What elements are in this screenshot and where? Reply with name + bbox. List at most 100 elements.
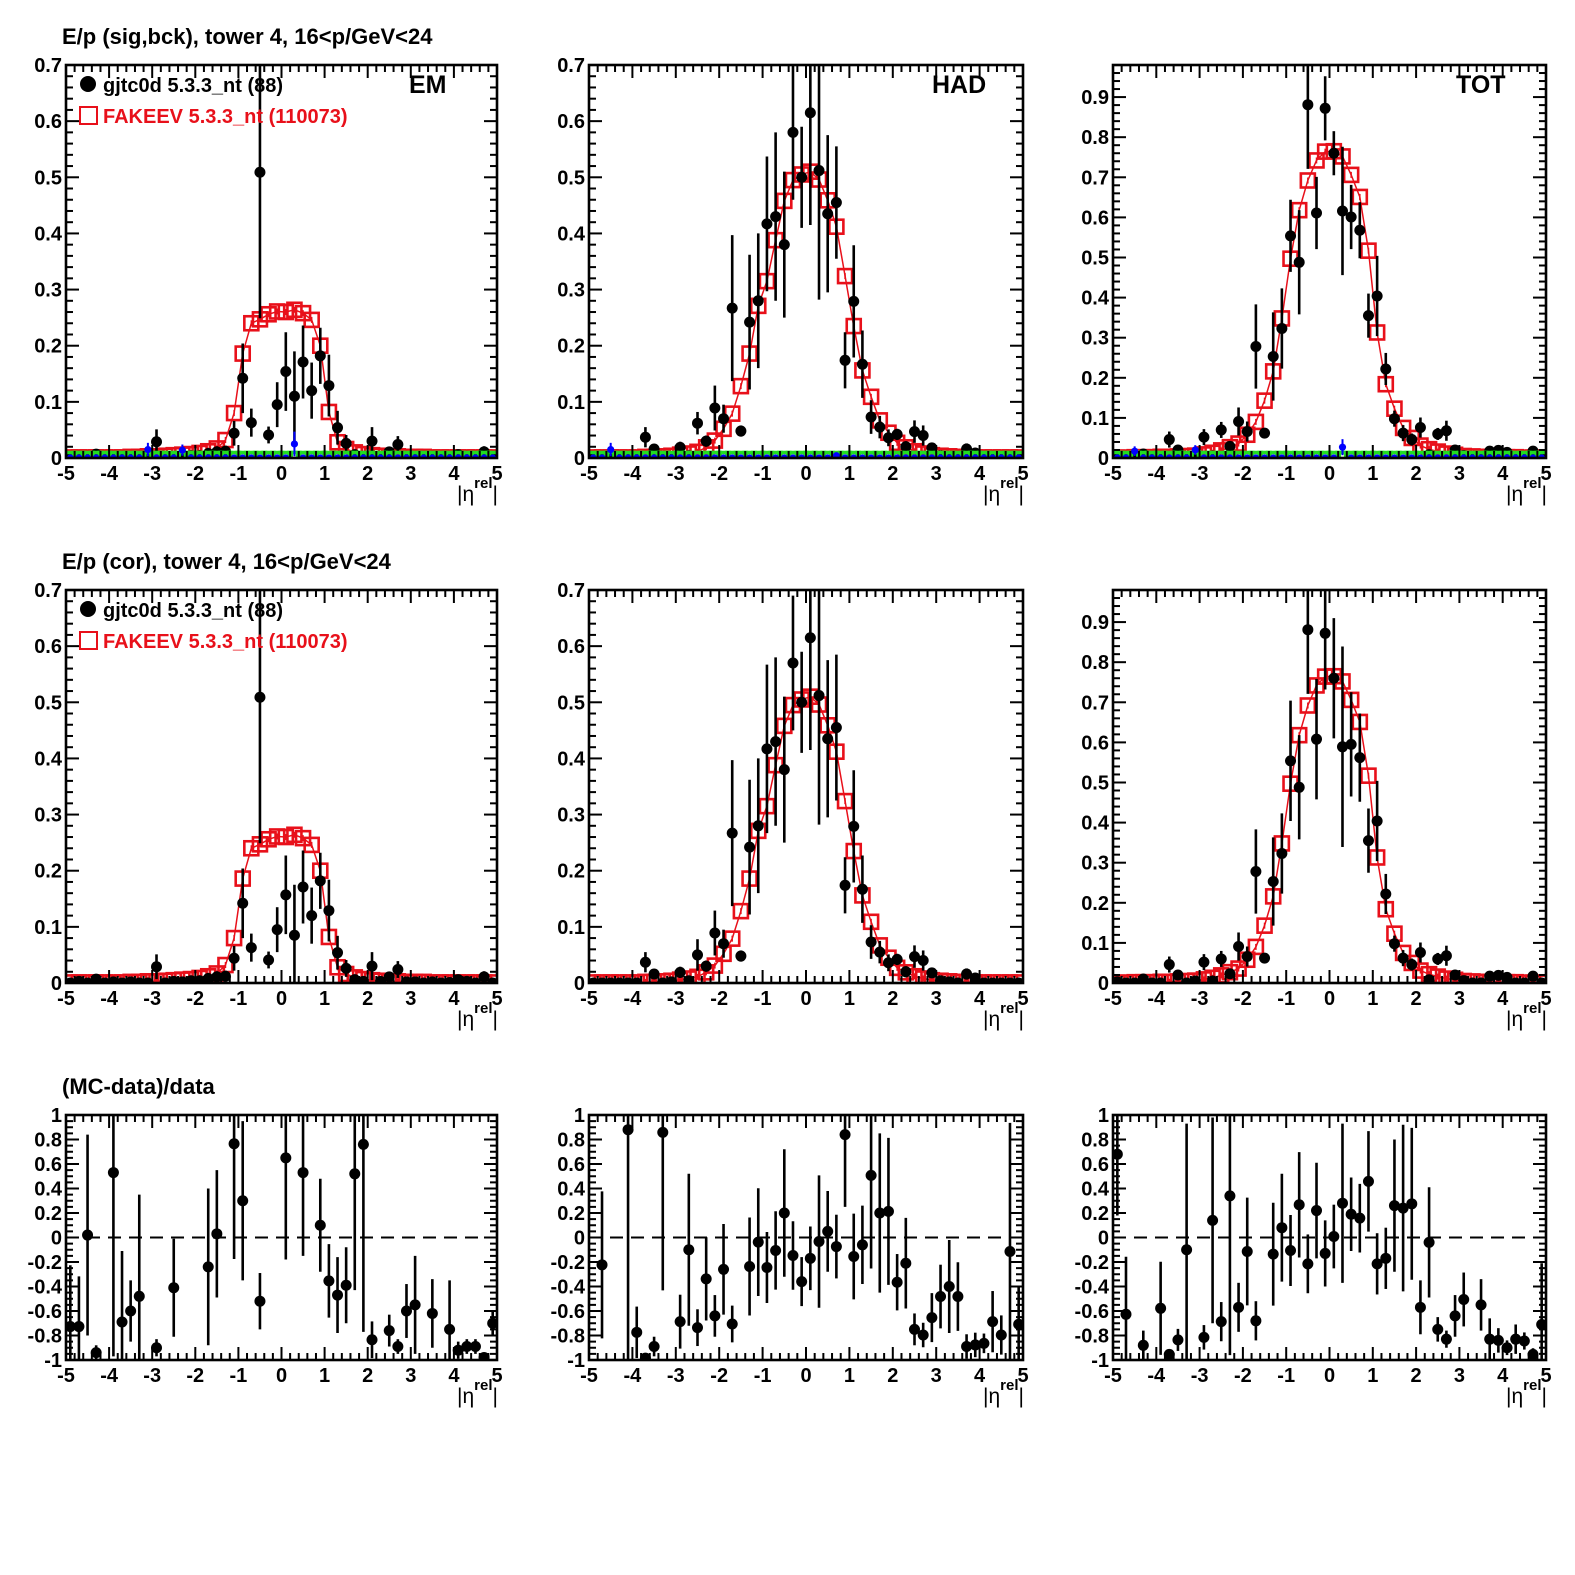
- background-mc-point: [1283, 450, 1298, 458]
- x-tick-label: 0: [800, 463, 811, 485]
- data-point: [1137, 1339, 1149, 1351]
- x-axis-label-end: |: [493, 483, 498, 506]
- data-point: [332, 947, 344, 959]
- mc-point: [243, 314, 260, 332]
- background-mc-point: [157, 450, 173, 458]
- background-mc-point: [399, 450, 414, 458]
- y-tick-label: 0.5: [1081, 247, 1109, 269]
- data-point: [435, 977, 447, 983]
- data-point: [804, 632, 816, 644]
- y-tick-label: 0.6: [557, 1154, 585, 1176]
- data-point: [245, 417, 257, 429]
- x-axis-label-end: |: [1542, 1385, 1547, 1408]
- series-filled-circle: [1113, 590, 1546, 983]
- data-point: [1371, 1258, 1383, 1270]
- background-mc-point: [863, 450, 879, 458]
- background-mc-point: [1002, 450, 1018, 458]
- background-data-point: [1131, 447, 1139, 455]
- y-tick-label: 0.5: [557, 692, 585, 714]
- data-point: [1311, 733, 1323, 745]
- data-point: [1440, 950, 1452, 962]
- x-tick-label: -2: [186, 988, 204, 1010]
- mc-point: [260, 305, 277, 323]
- y-tick-label: 0.4: [1081, 288, 1110, 310]
- y-tick-label: 0.2: [1081, 1203, 1109, 1225]
- data-point: [1536, 1318, 1546, 1330]
- x-tick-label: -3: [143, 463, 161, 485]
- data-point: [752, 295, 764, 307]
- data-point: [1319, 102, 1331, 114]
- data-point: [718, 1263, 730, 1275]
- background-mc-point: [330, 450, 345, 458]
- data-point: [987, 1316, 999, 1328]
- x-tick-label: 4: [974, 1365, 986, 1387]
- legend-marker-filled-circle: [80, 76, 96, 92]
- background-mc-point: [759, 450, 775, 458]
- background-mc-point: [707, 450, 723, 458]
- data-point: [237, 372, 249, 384]
- y-tick-label: 0.8: [1081, 652, 1109, 674]
- plot-area: [1113, 65, 1546, 458]
- data-point: [735, 950, 747, 962]
- data-point: [752, 820, 764, 832]
- background-mc-point: [889, 450, 905, 458]
- background-mc-point: [664, 450, 679, 458]
- background-mc-point: [1361, 450, 1376, 458]
- background-mc-point: [716, 450, 731, 458]
- data-point: [1406, 1198, 1418, 1210]
- background-mc-point: [1352, 450, 1368, 458]
- data-point: [1311, 1205, 1323, 1217]
- data-point: [444, 976, 456, 983]
- data-point: [1354, 224, 1366, 236]
- background-mc-point: [1369, 450, 1385, 458]
- x-tick-label: -4: [100, 1365, 119, 1387]
- background-mc-point: [907, 450, 922, 458]
- x-tick-label: -3: [667, 463, 685, 485]
- data-point: [891, 1276, 903, 1288]
- data-point: [961, 968, 973, 980]
- data-point: [392, 439, 404, 451]
- background-mc-point: [811, 450, 827, 458]
- data-point: [1233, 1301, 1245, 1313]
- data-point: [228, 1138, 240, 1150]
- data-point: [73, 1321, 85, 1333]
- x-tick-label: -2: [186, 463, 204, 485]
- x-axis-label-base: |η: [1506, 483, 1523, 506]
- data-point: [1397, 1202, 1409, 1214]
- data-point: [357, 975, 369, 983]
- data-point: [657, 977, 669, 983]
- data-point: [1432, 428, 1444, 440]
- series-filled-circle: [66, 590, 497, 983]
- background-mc-point: [373, 450, 388, 458]
- y-tick-label: 0.6: [34, 636, 62, 658]
- x-axis-label: |ηrel|: [457, 1377, 498, 1408]
- axis-ticks: [1112, 64, 1547, 459]
- data-point: [813, 165, 825, 177]
- y-tick-label: 0.9: [1081, 612, 1109, 634]
- data-point: [1536, 977, 1546, 983]
- background-data-point: [832, 452, 840, 458]
- data-point: [796, 171, 808, 183]
- mc-point: [836, 792, 854, 810]
- data-point: [1276, 847, 1288, 859]
- data-point: [987, 977, 999, 983]
- y-tick-label: 0.2: [34, 336, 62, 358]
- mc-point: [225, 404, 243, 422]
- y-tick-label: 1: [574, 1105, 585, 1127]
- data-point: [1319, 627, 1331, 639]
- mc-point: [680, 970, 698, 983]
- data-point: [674, 441, 686, 453]
- y-tick-label: 0.6: [1081, 207, 1109, 229]
- y-tick-label: 0.4: [557, 748, 586, 770]
- x-tick-label: 5: [1017, 1365, 1028, 1387]
- mc-point: [1299, 172, 1317, 189]
- background-mc-point: [1404, 450, 1420, 458]
- data-point: [1328, 1231, 1340, 1243]
- data-point: [917, 1329, 929, 1341]
- x-tick-label: 3: [405, 463, 416, 485]
- data-point: [718, 938, 730, 950]
- data-point: [995, 977, 1007, 983]
- x-tick-label: 3: [1454, 463, 1465, 485]
- x-axis-label-base: |η: [457, 1008, 474, 1031]
- data-point: [116, 1316, 128, 1328]
